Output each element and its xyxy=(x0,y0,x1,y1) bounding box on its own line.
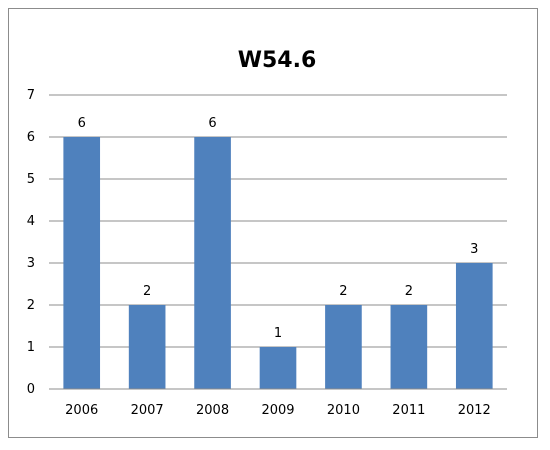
bar xyxy=(455,263,493,389)
data-label: 2 xyxy=(405,284,413,299)
y-tick-label: 6 xyxy=(27,130,35,145)
bar xyxy=(390,305,428,389)
bars xyxy=(63,137,493,389)
bar xyxy=(325,305,362,389)
bar xyxy=(128,305,166,389)
bar xyxy=(63,137,101,389)
y-tick-label: 4 xyxy=(27,214,35,229)
y-tick-label: 7 xyxy=(27,88,35,103)
x-axis-ticks: 2006 2007 2008 2009 2010 2011 2012 xyxy=(65,403,491,418)
data-label: 2 xyxy=(339,284,347,299)
y-tick-label: 0 xyxy=(27,382,35,397)
data-labels: 6 2 6 1 2 2 3 xyxy=(78,116,479,341)
y-tick-label: 5 xyxy=(27,172,35,187)
data-label: 1 xyxy=(274,326,282,341)
data-label: 2 xyxy=(143,284,151,299)
x-tick-label: 2012 xyxy=(458,403,491,418)
bar xyxy=(194,137,231,389)
x-tick-label: 2011 xyxy=(392,403,425,418)
data-label: 6 xyxy=(78,116,86,131)
bar xyxy=(259,347,297,389)
x-tick-label: 2009 xyxy=(261,403,294,418)
x-tick-label: 2010 xyxy=(327,403,360,418)
chart-title: W54.6 xyxy=(238,48,317,73)
gridlines xyxy=(49,94,507,348)
y-tick-label: 1 xyxy=(27,340,35,355)
x-tick-label: 2007 xyxy=(131,403,164,418)
data-label: 3 xyxy=(470,242,478,257)
x-tick-label: 2008 xyxy=(196,403,229,418)
y-tick-label: 2 xyxy=(27,298,35,313)
x-tick-label: 2006 xyxy=(65,403,98,418)
y-axis-ticks: 0 1 2 3 4 5 6 7 xyxy=(27,88,35,397)
data-label: 6 xyxy=(208,116,216,131)
y-tick-label: 3 xyxy=(27,256,35,271)
